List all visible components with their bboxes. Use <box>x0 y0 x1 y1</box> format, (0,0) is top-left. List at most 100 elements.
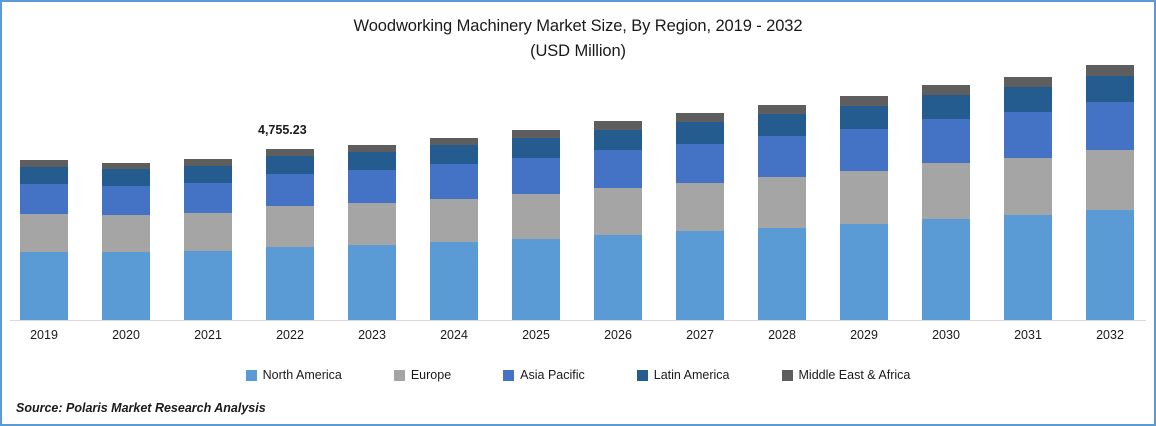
bar-segment-2024-asia-pacific[interactable] <box>430 164 478 199</box>
bar-segment-2031-middle-east-africa[interactable] <box>1004 76 1052 88</box>
bar-segment-2027-latin-america[interactable] <box>676 122 724 144</box>
bar-2028[interactable] <box>758 104 806 320</box>
bar-segment-2025-north-america[interactable] <box>512 238 560 320</box>
bar-segment-2025-latin-america[interactable] <box>512 138 560 159</box>
chart-title-line2: (USD Million) <box>530 42 626 60</box>
bar-segment-2028-latin-america[interactable] <box>758 113 806 137</box>
bar-segment-2031-asia-pacific[interactable] <box>1004 112 1052 159</box>
legend-item-latin-america[interactable]: Latin America <box>636 368 730 382</box>
bar-segment-2023-europe[interactable] <box>348 203 396 245</box>
bar-segment-2031-latin-america[interactable] <box>1004 87 1052 113</box>
bar-2027[interactable] <box>676 113 724 320</box>
bar-segment-2024-latin-america[interactable] <box>430 145 478 165</box>
bar-segment-2024-middle-east-africa[interactable] <box>430 137 478 146</box>
bar-segment-2021-asia-pacific[interactable] <box>184 182 232 214</box>
bar-segment-2024-europe[interactable] <box>430 198 478 242</box>
bar-2024[interactable] <box>430 137 478 320</box>
bar-segment-2030-north-america[interactable] <box>922 218 970 320</box>
bar-segment-2032-asia-pacific[interactable] <box>1086 101 1134 150</box>
bar-segment-2027-north-america[interactable] <box>676 231 724 320</box>
bar-segment-2020-europe[interactable] <box>102 215 150 253</box>
bar-segment-2019-north-america[interactable] <box>20 251 68 320</box>
bar-segment-2023-latin-america[interactable] <box>348 152 396 171</box>
bar-segment-2025-middle-east-africa[interactable] <box>512 130 560 139</box>
bar-segment-2025-asia-pacific[interactable] <box>512 158 560 194</box>
bar-segment-2019-latin-america[interactable] <box>20 167 68 184</box>
legend-label: Asia Pacific <box>520 368 585 382</box>
bar-2030[interactable] <box>922 84 970 320</box>
bar-2021[interactable] <box>184 159 232 320</box>
bar-segment-2031-north-america[interactable] <box>1004 215 1052 320</box>
legend-label: Europe <box>410 368 452 382</box>
bar-segment-2031-europe[interactable] <box>1004 158 1052 216</box>
legend-item-asia-pacific[interactable]: Asia Pacific <box>503 368 585 382</box>
bar-segment-2022-latin-america[interactable] <box>266 156 314 175</box>
bar-segment-2019-middle-east-africa[interactable] <box>20 160 68 168</box>
legend-item-north-america[interactable]: North America <box>245 368 342 382</box>
bar-segment-2030-asia-pacific[interactable] <box>922 119 970 164</box>
bar-segment-2027-middle-east-africa[interactable] <box>676 113 724 123</box>
bar-segment-2030-europe[interactable] <box>922 163 970 219</box>
bar-segment-2023-asia-pacific[interactable] <box>348 170 396 204</box>
bar-2031[interactable] <box>1004 76 1052 320</box>
bar-segment-2020-latin-america[interactable] <box>102 169 150 186</box>
bar-segment-2023-north-america[interactable] <box>348 244 396 320</box>
bar-segment-2024-north-america[interactable] <box>430 241 478 320</box>
bar-segment-2028-middle-east-africa[interactable] <box>758 104 806 114</box>
bar-segment-2026-europe[interactable] <box>594 187 642 235</box>
bar-2029[interactable] <box>840 95 888 320</box>
bar-segment-2021-latin-america[interactable] <box>184 166 232 183</box>
bar-segment-2022-middle-east-africa[interactable] <box>266 149 314 157</box>
bar-segment-2029-north-america[interactable] <box>840 223 888 320</box>
x-axis-label-2027: 2027 <box>686 328 714 342</box>
bar-segment-2026-latin-america[interactable] <box>594 129 642 151</box>
data-label-2022: 4,755.23 <box>258 123 307 138</box>
bar-segment-2028-north-america[interactable] <box>758 227 806 320</box>
bar-segment-2029-asia-pacific[interactable] <box>840 128 888 171</box>
bar-segment-2032-north-america[interactable] <box>1086 210 1134 320</box>
bar-2023[interactable] <box>348 144 396 320</box>
bar-segment-2025-europe[interactable] <box>512 193 560 239</box>
bar-segment-2028-europe[interactable] <box>758 176 806 228</box>
bar-segment-2026-asia-pacific[interactable] <box>594 150 642 188</box>
bar-segment-2019-asia-pacific[interactable] <box>20 183 68 214</box>
bar-segment-2032-middle-east-africa[interactable] <box>1086 64 1134 76</box>
bar-segment-2022-north-america[interactable] <box>266 246 314 320</box>
bar-segment-2022-asia-pacific[interactable] <box>266 174 314 207</box>
bar-segment-2029-europe[interactable] <box>840 170 888 224</box>
bar-segment-2021-europe[interactable] <box>184 213 232 251</box>
bar-2025[interactable] <box>512 130 560 320</box>
bar-segment-2023-middle-east-africa[interactable] <box>348 144 396 153</box>
bar-segment-2027-europe[interactable] <box>676 182 724 232</box>
bar-2020[interactable] <box>102 162 150 320</box>
bar-2019[interactable] <box>20 160 68 320</box>
bar-segment-2022-europe[interactable] <box>266 206 314 247</box>
bar-segment-2020-asia-pacific[interactable] <box>102 185 150 216</box>
bar-segment-2020-north-america[interactable] <box>102 252 150 320</box>
legend-label: Middle East & Africa <box>798 368 911 382</box>
bar-segment-2021-north-america[interactable] <box>184 251 232 320</box>
bar-segment-2021-middle-east-africa[interactable] <box>184 159 232 167</box>
legend-swatch-icon <box>393 369 405 381</box>
bar-segment-2026-middle-east-africa[interactable] <box>594 121 642 130</box>
x-axis-label-2032: 2032 <box>1096 328 1124 342</box>
bar-segment-2029-latin-america[interactable] <box>840 105 888 129</box>
bar-2022[interactable] <box>266 149 314 320</box>
bar-segment-2032-europe[interactable] <box>1086 149 1134 211</box>
bar-segment-2028-asia-pacific[interactable] <box>758 136 806 177</box>
bar-segment-2030-middle-east-africa[interactable] <box>922 84 970 95</box>
legend-item-middle-east-africa[interactable]: Middle East & Africa <box>781 368 911 382</box>
bar-segment-2032-latin-america[interactable] <box>1086 75 1134 102</box>
bar-segment-2030-latin-america[interactable] <box>922 94 970 120</box>
legend-item-europe[interactable]: Europe <box>393 368 452 382</box>
bar-segment-2027-asia-pacific[interactable] <box>676 143 724 183</box>
bar-segment-2020-middle-east-africa[interactable] <box>102 162 150 170</box>
x-axis-label-2024: 2024 <box>440 328 468 342</box>
bar-2026[interactable] <box>594 121 642 320</box>
x-axis-label-2030: 2030 <box>932 328 960 342</box>
bar-2032[interactable] <box>1086 64 1134 320</box>
bar-segment-2029-middle-east-africa[interactable] <box>840 95 888 106</box>
bar-segment-2026-north-america[interactable] <box>594 234 642 320</box>
bar-segment-2019-europe[interactable] <box>20 213 68 252</box>
legend-swatch-icon <box>503 369 515 381</box>
